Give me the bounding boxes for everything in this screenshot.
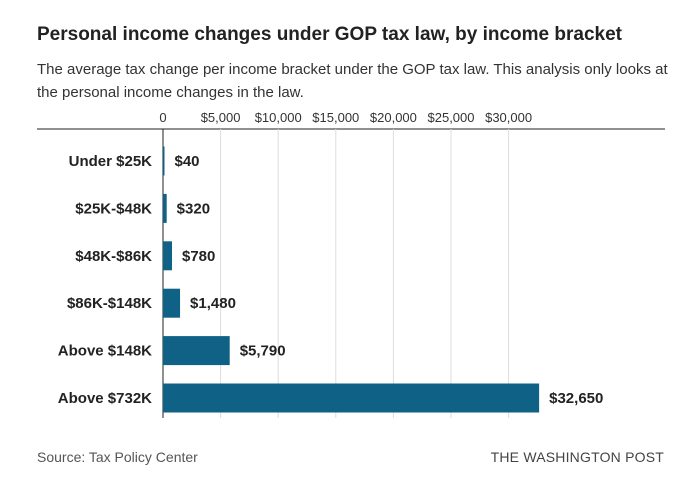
x-tick-label: 0 bbox=[159, 110, 166, 125]
bar bbox=[163, 336, 230, 366]
data-label: $5,790 bbox=[240, 343, 286, 360]
category-label: Above $148K bbox=[58, 343, 152, 360]
bar bbox=[163, 241, 172, 271]
chart-subtitle: The average tax change per income bracke… bbox=[37, 61, 668, 101]
x-tick-label: $20,000 bbox=[370, 110, 417, 125]
source-note: Source: Tax Policy Center bbox=[37, 449, 198, 465]
data-label: $40 bbox=[175, 153, 200, 170]
category-label: $48K-$86K bbox=[75, 248, 152, 265]
bar bbox=[163, 146, 165, 176]
bar bbox=[163, 383, 540, 413]
data-label: $32,650 bbox=[549, 390, 603, 407]
category-label: Under $25K bbox=[69, 153, 153, 170]
category-label: $86K-$148K bbox=[67, 295, 152, 312]
data-label: $1,480 bbox=[190, 295, 236, 312]
x-tick-label: $30,000 bbox=[485, 110, 532, 125]
publisher-credit: THE WASHINGTON POST bbox=[490, 449, 664, 465]
chart-title: Personal income changes under GOP tax la… bbox=[37, 24, 622, 45]
data-label: $780 bbox=[182, 248, 215, 265]
x-tick-label: $15,000 bbox=[312, 110, 359, 125]
x-tick-label: $5,000 bbox=[201, 110, 241, 125]
bar bbox=[163, 288, 181, 318]
x-tick-label: $25,000 bbox=[428, 110, 475, 125]
category-label: Above $732K bbox=[58, 390, 152, 407]
bar bbox=[163, 193, 167, 223]
data-label: $320 bbox=[177, 200, 210, 217]
category-label: $25K-$48K bbox=[75, 200, 152, 217]
x-tick-label: $10,000 bbox=[255, 110, 302, 125]
